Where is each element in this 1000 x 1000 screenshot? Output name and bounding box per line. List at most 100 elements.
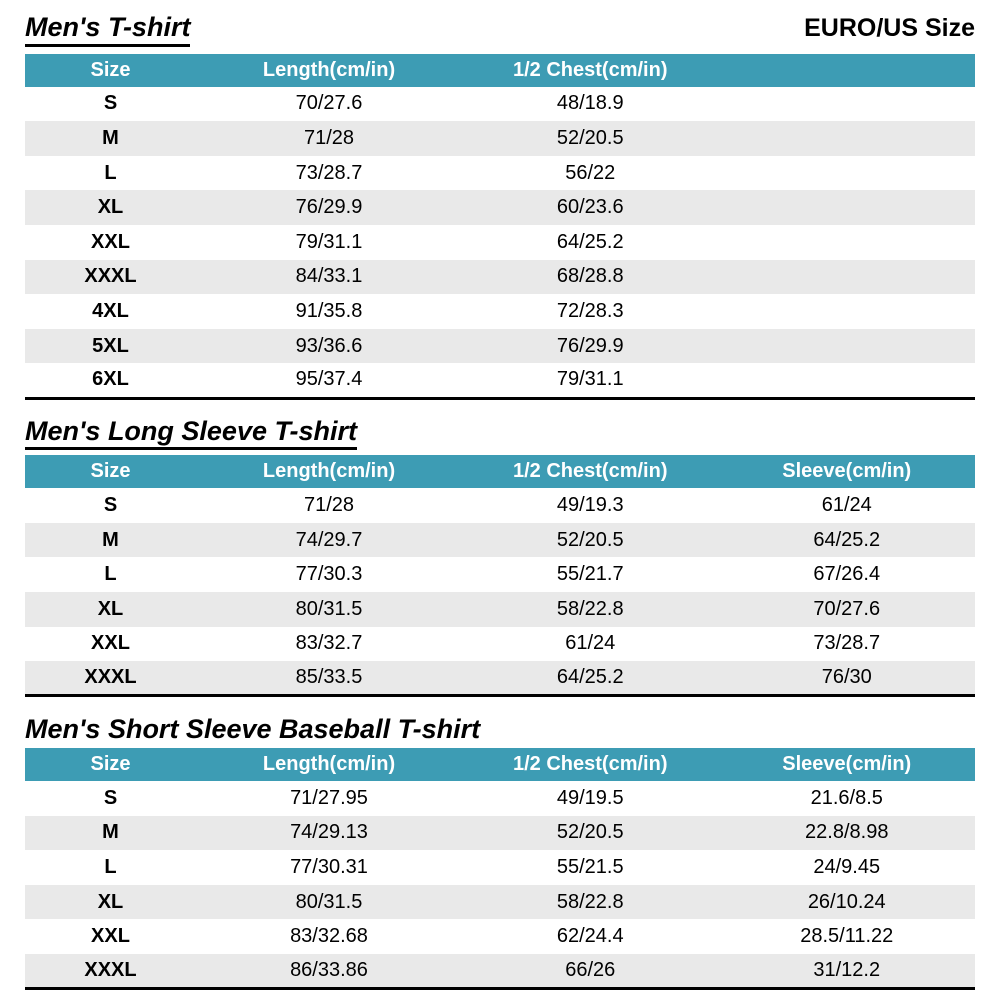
measurement-cell: 91/35.8 (295, 300, 363, 323)
table-row: XXL 83/32.7 61/24 73/28.7 (25, 626, 975, 662)
table-row: XXXL 86/33.86 66/26 31/12.2 (25, 953, 975, 989)
measurement-cell (719, 260, 976, 295)
measurement-cell (719, 156, 976, 191)
measurement-cell: 77/30.3 (295, 563, 363, 586)
measurement-cell: 74/29.7 (295, 528, 363, 551)
measurement-cell: 31/12.2 (813, 958, 881, 981)
size-cell: 5XL (92, 334, 129, 357)
column-header: Sleeve(cm/in) (718, 455, 975, 489)
header-row: Size Length(cm/in) 1/2 Chest(cm/in) (25, 53, 975, 87)
table-row: XL 76/29.9 60/23.6 (25, 190, 976, 226)
table-row: XXXL 84/33.1 68/28.8 (25, 259, 976, 295)
table-row: 4XL 91/35.8 72/28.3 (25, 294, 975, 329)
measurement-cell: 64/25.2 (556, 230, 624, 253)
measurement-cell: 22.8/8.98 (805, 821, 889, 844)
header-row: Size Length(cm/in) 1/2 Chest(cm/in) Sleeve(… (25, 455, 975, 489)
measurement-cell: 73/28.7 (813, 632, 881, 655)
table-row: XXL 83/32.68 62/24.4 28.5/11.22 (25, 919, 975, 954)
measurement-cell: 68/28.8 (556, 265, 624, 288)
measurement-cell: 80/31.5 (295, 597, 363, 620)
euro-us-size-label: EURO/US Size (804, 14, 975, 42)
table-row: XL 80/31.5 58/22.8 70/27.6 (25, 592, 975, 627)
size-cell: S (103, 494, 118, 517)
measurement-cell: 79/31.1 (295, 230, 363, 253)
mens-tshirt-title: Men's T-shirt (25, 12, 191, 47)
size-cell: S (103, 92, 118, 115)
size-cell: 6XL (92, 368, 129, 391)
size-cell: M (102, 821, 119, 844)
measurement-cell: 55/21.5 (556, 855, 624, 878)
measurement-cell: 72/28.3 (556, 300, 624, 323)
column-header-empty (718, 53, 975, 87)
size-cell: XL (97, 196, 124, 219)
measurement-cell: 55/21.7 (556, 563, 624, 586)
column-header: 1/2 Chest(cm/in) (462, 747, 719, 781)
measurement-cell: 61/24 (821, 494, 872, 517)
column-header: Length(cm/in) (196, 747, 462, 781)
size-cell: XL (97, 890, 124, 913)
measurement-cell: 24/9.45 (813, 855, 881, 878)
size-cell: XXL (91, 925, 130, 948)
table-row: M 74/29.7 52/20.5 64/25.2 (25, 522, 975, 558)
measurement-cell (719, 190, 976, 225)
size-cell: S (103, 786, 118, 809)
table-row: L 73/28.7 56/22 (25, 155, 976, 191)
measurement-cell: 67/26.4 (813, 563, 881, 586)
measurement-cell (719, 225, 976, 260)
mens-tshirt-section: Men's T-shirt EURO/US Size Size Length(cm… (25, 12, 976, 400)
size-cell: XXXL (84, 958, 137, 981)
measurement-cell: 60/23.6 (556, 196, 624, 219)
table-row: L 77/30.31 55/21.5 24/9.45 (25, 850, 975, 885)
measurement-cell: 61/24 (565, 632, 616, 655)
measurement-cell: 58/22.8 (556, 890, 624, 913)
size-cell: L (104, 563, 117, 586)
measurement-cell: 84/33.1 (295, 265, 363, 288)
measurement-cell: 49/19.5 (556, 786, 624, 809)
measurement-cell: 48/18.9 (556, 92, 624, 115)
mens-long-sleeve-title: Men's Long Sleeve T-shirt (25, 416, 357, 451)
measurement-cell: 76/29.9 (295, 196, 363, 219)
size-cell: M (102, 528, 119, 551)
measurement-cell: 76/30 (821, 666, 872, 689)
table-row: 5XL 93/36.6 76/29.9 (25, 328, 976, 364)
table-row: S 71/27.95 49/19.5 21.6/8.5 (25, 780, 975, 816)
measurement-cell: 56/22 (565, 161, 616, 184)
measurement-cell: 26/10.24 (807, 890, 886, 913)
measurement-cell (719, 294, 976, 329)
column-header: Size (25, 455, 196, 489)
measurement-cell: 49/19.3 (556, 494, 624, 517)
mens-baseball-tshirt-section: Men's Short Sleeve Baseball T-shirt Size… (25, 715, 975, 991)
mens-tshirt-title-row: Men's T-shirt EURO/US Size (25, 12, 975, 47)
measurement-cell: 73/28.7 (295, 161, 363, 184)
measurement-cell (719, 121, 976, 156)
measurement-cell: 86/33.86 (290, 958, 368, 981)
measurement-cell: 71/27.95 (290, 786, 368, 809)
table-row: L 77/30.3 55/21.7 67/26.4 (25, 557, 975, 592)
measurement-cell (719, 329, 976, 364)
measurement-cell: 80/31.5 (295, 890, 363, 913)
table-row: 6XL 95/37.4 79/31.1 (25, 363, 975, 399)
measurement-cell: 66/26 (565, 958, 616, 981)
header-row: Size Length(cm/in) 1/2 Chest(cm/in) Sleeve(… (25, 747, 975, 781)
column-header: 1/2 Chest(cm/in) (462, 455, 719, 489)
column-header: Size (25, 53, 196, 87)
measurement-cell: 93/36.6 (295, 334, 363, 357)
measurement-cell: 77/30.31 (290, 855, 368, 878)
measurement-cell: 58/22.8 (556, 597, 624, 620)
column-header: Length(cm/in) (196, 53, 462, 87)
measurement-cell: 95/37.4 (295, 368, 363, 391)
measurement-cell: 74/29.13 (290, 821, 368, 844)
measurement-cell: 52/20.5 (556, 528, 624, 551)
measurement-cell: 52/20.5 (556, 821, 624, 844)
table-row: S 70/27.6 48/18.9 (25, 86, 976, 122)
column-header: Sleeve(cm/in) (718, 747, 975, 781)
mens-long-sleeve-table: Size Length(cm/in) 1/2 Chest(cm/in) Sleeve(… (25, 455, 975, 698)
measurement-cell: 70/27.6 (813, 597, 881, 620)
mens-baseball-tshirt-table: Size Length(cm/in) 1/2 Chest(cm/in) Sleeve(… (25, 747, 975, 991)
size-cell: XL (97, 597, 124, 620)
measurement-cell: 70/27.6 (295, 92, 363, 115)
mens-long-sleeve-section: Men's Long Sleeve T-shirt Size Length(cm/… (25, 416, 975, 698)
measurement-cell (719, 87, 976, 122)
column-header: Length(cm/in) (196, 455, 462, 489)
